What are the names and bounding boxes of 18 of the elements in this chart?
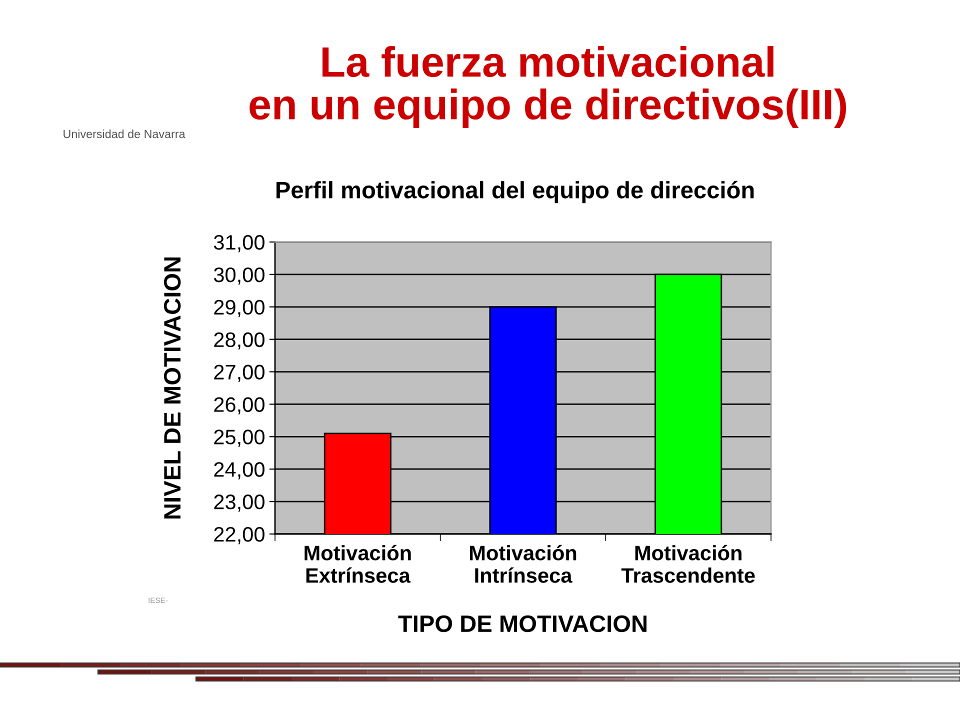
y-tick-label: 29,00 (214, 300, 264, 318)
y-tick-label: 23,00 (214, 494, 264, 512)
y-tick-label: 27,00 (214, 364, 264, 382)
y-tick-label: 31,00 (214, 235, 264, 252)
y-tick-label: 25,00 (214, 430, 264, 447)
y-tick-label: 28,00 (214, 332, 264, 350)
text: Universidad de Navarra (64, 130, 186, 138)
x-axis-title: TIPO DE MOTIVACION (398, 615, 646, 632)
y-tick-label: 22,00 (214, 527, 264, 544)
y-tick-label: 30,00 (214, 267, 264, 285)
x-tick-label: Motivación Trascendente (621, 544, 755, 583)
x-tick-label: Motivación Extrínseca (304, 544, 411, 583)
y-tick-label: 24,00 (214, 462, 264, 480)
y-tick-label: 26,00 (214, 397, 264, 414)
chart-subtitle: Perfil motivacional del equipo de dirección (276, 180, 754, 204)
chart-title: La fuerza motivacional en un equipo de directivos(III) (250, 46, 846, 128)
x-tick-label: Motivación Intrínseca (470, 544, 576, 583)
y-axis-title: NIVEL DE MOTIVACION (164, 258, 181, 518)
